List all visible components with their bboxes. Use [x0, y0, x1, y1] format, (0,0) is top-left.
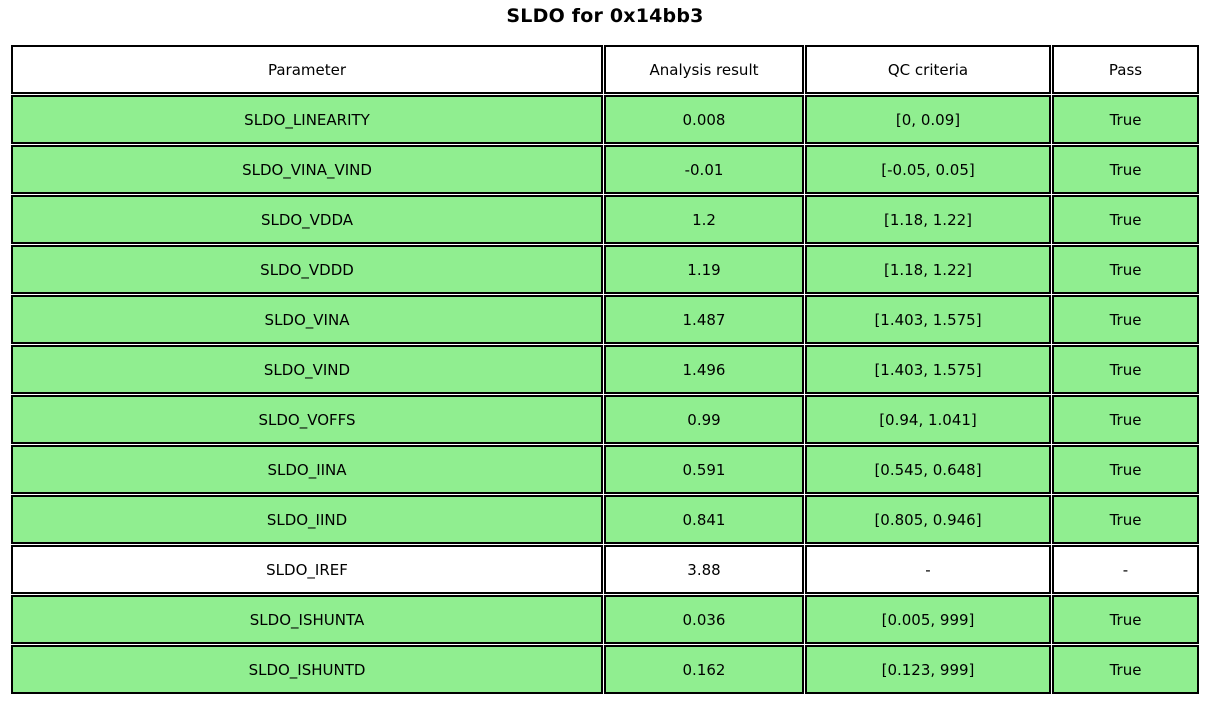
table-row: SLDO_VOFFS 0.99 [0.94, 1.041] True — [11, 395, 1199, 444]
parameter-cell: SLDO_IREF — [11, 545, 603, 594]
chart-title: SLDO for 0x14bb3 — [506, 5, 704, 27]
result-cell: 1.487 — [604, 295, 804, 344]
parameter-cell: SLDO_IIND — [11, 495, 603, 544]
table-row: SLDO_VIND 1.496 [1.403, 1.575] True — [11, 345, 1199, 394]
parameter-cell: SLDO_ISHUNTA — [11, 595, 603, 644]
result-cell: 0.036 — [604, 595, 804, 644]
pass-cell: True — [1052, 145, 1199, 194]
table-row: SLDO_LINEARITY 0.008 [0, 0.09] True — [11, 95, 1199, 144]
table-row: SLDO_VINA_VIND -0.01 [-0.05, 0.05] True — [11, 145, 1199, 194]
criteria-cell: [0.94, 1.041] — [805, 395, 1051, 444]
criteria-cell: [0.545, 0.648] — [805, 445, 1051, 494]
column-header-pass: Pass — [1052, 45, 1199, 94]
criteria-cell: [1.403, 1.575] — [805, 295, 1051, 344]
result-cell: 0.162 — [604, 645, 804, 694]
criteria-cell: [0.805, 0.946] — [805, 495, 1051, 544]
column-header-qc-criteria: QC criteria — [805, 45, 1051, 94]
parameter-cell: SLDO_VINA_VIND — [11, 145, 603, 194]
header-row: Parameter Analysis result QC criteria Pa… — [11, 45, 1199, 94]
criteria-cell: - — [805, 545, 1051, 594]
pass-cell: True — [1052, 645, 1199, 694]
table-row: SLDO_VINA 1.487 [1.403, 1.575] True — [11, 295, 1199, 344]
criteria-cell: [1.18, 1.22] — [805, 195, 1051, 244]
pass-cell: True — [1052, 595, 1199, 644]
result-cell: 1.496 — [604, 345, 804, 394]
criteria-cell: [0.123, 999] — [805, 645, 1051, 694]
table-row: SLDO_VDDA 1.2 [1.18, 1.22] True — [11, 195, 1199, 244]
pass-cell: True — [1052, 195, 1199, 244]
table-row: SLDO_IREF 3.88 - - — [11, 545, 1199, 594]
table-row: SLDO_IINA 0.591 [0.545, 0.648] True — [11, 445, 1199, 494]
pass-cell: True — [1052, 245, 1199, 294]
parameter-cell: SLDO_VOFFS — [11, 395, 603, 444]
qc-results-table: Parameter Analysis result QC criteria Pa… — [10, 44, 1200, 695]
parameter-cell: SLDO_ISHUNTD — [11, 645, 603, 694]
table-row: SLDO_IIND 0.841 [0.805, 0.946] True — [11, 495, 1199, 544]
result-cell: 1.2 — [604, 195, 804, 244]
parameter-cell: SLDO_LINEARITY — [11, 95, 603, 144]
column-header-parameter: Parameter — [11, 45, 603, 94]
table-row: SLDO_ISHUNTA 0.036 [0.005, 999] True — [11, 595, 1199, 644]
column-header-analysis-result: Analysis result — [604, 45, 804, 94]
criteria-cell: [0.005, 999] — [805, 595, 1051, 644]
result-cell: -0.01 — [604, 145, 804, 194]
parameter-cell: SLDO_VINA — [11, 295, 603, 344]
pass-cell: True — [1052, 295, 1199, 344]
result-cell: 3.88 — [604, 545, 804, 594]
criteria-cell: [1.18, 1.22] — [805, 245, 1051, 294]
result-cell: 0.008 — [604, 95, 804, 144]
parameter-cell: SLDO_VIND — [11, 345, 603, 394]
parameter-cell: SLDO_IINA — [11, 445, 603, 494]
pass-cell: True — [1052, 345, 1199, 394]
pass-cell: True — [1052, 95, 1199, 144]
criteria-cell: [0, 0.09] — [805, 95, 1051, 144]
criteria-cell: [1.403, 1.575] — [805, 345, 1051, 394]
pass-cell: True — [1052, 495, 1199, 544]
result-cell: 0.841 — [604, 495, 804, 544]
result-cell: 0.591 — [604, 445, 804, 494]
parameter-cell: SLDO_VDDD — [11, 245, 603, 294]
result-cell: 1.19 — [604, 245, 804, 294]
pass-cell: True — [1052, 395, 1199, 444]
table-row: SLDO_VDDD 1.19 [1.18, 1.22] True — [11, 245, 1199, 294]
criteria-cell: [-0.05, 0.05] — [805, 145, 1051, 194]
table-row: SLDO_ISHUNTD 0.162 [0.123, 999] True — [11, 645, 1199, 694]
result-cell: 0.99 — [604, 395, 804, 444]
pass-cell: - — [1052, 545, 1199, 594]
parameter-cell: SLDO_VDDA — [11, 195, 603, 244]
pass-cell: True — [1052, 445, 1199, 494]
